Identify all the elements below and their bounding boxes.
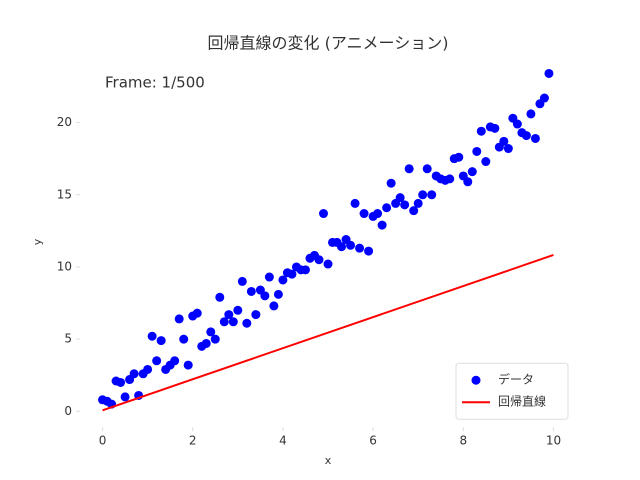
y-tick-label: 15 [57, 187, 72, 201]
y-tick-label: 0 [64, 404, 72, 418]
data-point [373, 209, 383, 219]
data-point [300, 265, 310, 275]
data-point [472, 146, 482, 156]
legend-label: データ [498, 372, 534, 387]
x-tick-label: 6 [369, 434, 377, 448]
legend-box [455, 362, 569, 420]
data-point [395, 193, 405, 203]
data-point [120, 392, 130, 402]
data-point [359, 209, 369, 219]
data-point [467, 167, 477, 177]
data-point [264, 272, 274, 282]
data-point [152, 356, 162, 366]
data-point [251, 310, 261, 320]
data-point [400, 200, 410, 210]
data-point [418, 190, 428, 200]
annotation: Frame: 1/500 [105, 74, 205, 92]
data-point [404, 164, 414, 174]
data-point [382, 203, 392, 213]
y-tick-label: 10 [57, 259, 72, 273]
data-point [323, 259, 333, 269]
data-point [287, 269, 297, 279]
data-point [278, 275, 288, 285]
data-point [521, 131, 531, 141]
x-tick-label: 0 [99, 434, 107, 448]
y-axis-label: y [31, 238, 44, 245]
data-point [476, 126, 486, 136]
data-point [206, 327, 216, 337]
data-point [174, 314, 184, 324]
data-point [143, 364, 153, 374]
data-point [116, 377, 126, 387]
legend-marker [471, 375, 481, 385]
data-point [192, 308, 202, 318]
data-point [219, 317, 229, 327]
data-point [422, 164, 432, 174]
x-tick-label: 2 [189, 434, 197, 448]
data-point [260, 291, 270, 301]
data-point [228, 317, 238, 327]
data-point [503, 144, 513, 154]
data-point [147, 331, 157, 341]
data-point [170, 356, 180, 366]
data-point [445, 174, 455, 184]
data-point [386, 178, 396, 188]
data-point [409, 206, 419, 216]
data-point [318, 209, 328, 219]
data-point [242, 318, 252, 328]
chart-title: 回帰直線の変化 (アニメーション) [208, 34, 449, 53]
data-point [210, 334, 220, 344]
x-axis-label: x [325, 454, 332, 467]
legend-label: 回帰直線 [498, 394, 546, 409]
data-point [499, 136, 509, 146]
data-point [526, 109, 536, 119]
regression-line [102, 254, 554, 412]
data-point [233, 305, 243, 315]
data-point [355, 243, 365, 253]
x-tick-label: 4 [279, 434, 287, 448]
data-point [273, 289, 283, 299]
y-tick-label: 5 [64, 332, 72, 346]
data-point [539, 93, 549, 103]
data-point [224, 310, 234, 320]
data-point [377, 220, 387, 230]
data-point [337, 242, 347, 252]
data-point [179, 334, 189, 344]
data-point [314, 255, 324, 265]
data-point [490, 123, 500, 133]
data-point [346, 240, 356, 250]
data-point [201, 338, 211, 348]
data-point [350, 198, 360, 208]
data-point [530, 133, 540, 143]
data-point [413, 198, 423, 208]
data-point [246, 286, 256, 296]
data-point [183, 360, 193, 370]
x-tick-label: 8 [459, 434, 467, 448]
data-point [237, 276, 247, 286]
data-point [454, 152, 464, 162]
data-point [512, 119, 522, 129]
data-point [463, 177, 473, 187]
x-tick-label: 10 [546, 434, 561, 448]
data-point [215, 292, 225, 302]
data-point [481, 157, 491, 167]
data-point [544, 68, 554, 78]
data-point [364, 246, 374, 256]
data-point [156, 336, 166, 346]
data-point [269, 301, 279, 311]
y-tick-label: 20 [57, 115, 72, 129]
data-point [427, 190, 437, 200]
data-point [129, 369, 139, 379]
